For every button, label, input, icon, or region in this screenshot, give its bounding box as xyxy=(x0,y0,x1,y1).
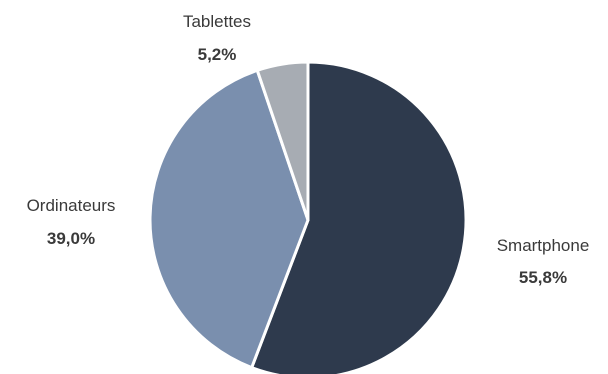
pie-slice-tablettes xyxy=(255,60,310,222)
label-tablettes: Tablettes 5,2% xyxy=(183,12,251,64)
label-ordinateurs: Ordinateurs 39,0% xyxy=(27,196,116,248)
slice-label-ordinateurs: Ordinateurs xyxy=(27,196,116,215)
slice-label-smartphone: Smartphone xyxy=(497,236,590,255)
label-smartphone: Smartphone 55,8% xyxy=(497,236,590,287)
pie-slice-ordinateurs xyxy=(148,68,310,370)
pie-slices xyxy=(148,60,468,374)
slice-value-tablettes: 5,2% xyxy=(198,45,237,64)
slice-value-smartphone: 55,8% xyxy=(519,268,567,287)
slice-label-tablettes: Tablettes xyxy=(183,12,251,31)
slice-value-ordinateurs: 39,0% xyxy=(47,229,95,248)
pie-slice-smartphone xyxy=(250,60,468,374)
